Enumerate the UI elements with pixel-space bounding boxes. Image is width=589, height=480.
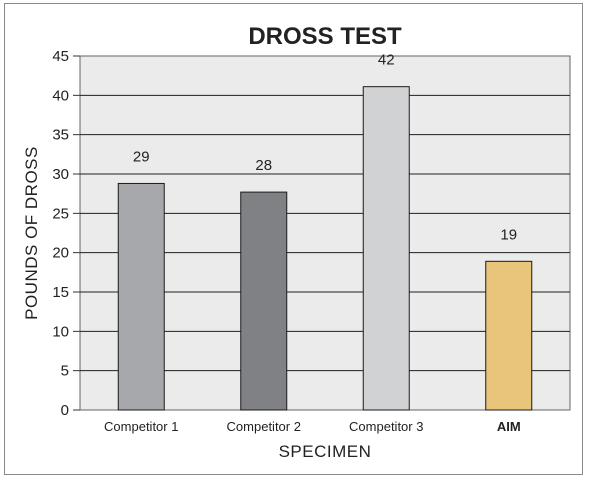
- y-tick-label: 40: [52, 87, 69, 104]
- y-tick-label: 35: [52, 127, 69, 144]
- y-tick-label: 25: [52, 205, 69, 222]
- x-category-label: AIM: [497, 419, 521, 434]
- data-labels: 29 28 42 19: [133, 52, 517, 244]
- y-tick-label: 20: [52, 245, 69, 262]
- y-tick-label: 5: [61, 363, 69, 380]
- y-tick-label: 45: [52, 48, 69, 65]
- x-category-label: Competitor 1: [104, 419, 178, 434]
- bar-competitor-2: [240, 191, 288, 411]
- bars: [117, 86, 533, 411]
- x-category-label: Competitor 3: [349, 419, 423, 434]
- x-category-label: Competitor 2: [227, 419, 301, 434]
- data-label: 19: [500, 226, 517, 243]
- chart-title: DROSS TEST: [248, 23, 402, 50]
- bar-chart: DROSS TEST 0 5 10 15 20 25 30 35 40 45 29 28 42 19 C…: [22, 23, 571, 461]
- y-axis-ticks: 0 5 10 15 20 25 30 35 40 45: [52, 48, 80, 419]
- chart-frame: DROSS TEST 0 5 10 15 20 25 30 35 40 45 29 28 42 19 C…: [4, 3, 583, 475]
- data-label: 42: [378, 52, 395, 69]
- y-tick-label: 15: [52, 284, 69, 301]
- y-tick-label: 0: [61, 402, 69, 419]
- bar-aim: [485, 260, 533, 411]
- y-axis-title: POUNDS OF DROSS: [22, 146, 41, 320]
- x-axis-title: SPECIMEN: [279, 442, 372, 461]
- y-tick-label: 10: [52, 323, 69, 340]
- y-tick-label: 30: [52, 166, 69, 183]
- data-label: 29: [133, 148, 150, 165]
- x-axis-categories: Competitor 1 Competitor 2 Competitor 3 AIM: [104, 419, 521, 434]
- bar-competitor-3: [362, 86, 410, 411]
- bar-competitor-1: [117, 182, 165, 411]
- data-label: 28: [255, 157, 272, 174]
